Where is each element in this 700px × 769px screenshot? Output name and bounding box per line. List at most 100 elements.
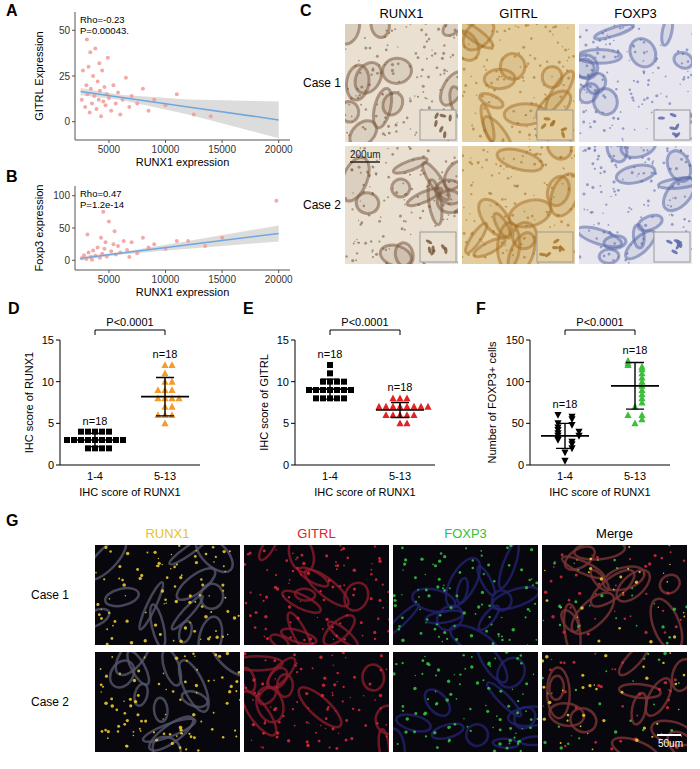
signal [107, 737, 109, 739]
ihc-image [462, 24, 575, 142]
cell [345, 114, 346, 116]
signal [544, 570, 546, 572]
signal [342, 700, 344, 702]
cell [457, 262, 458, 263]
cell [463, 91, 465, 93]
cell [453, 157, 455, 159]
gland [544, 174, 573, 209]
cell [594, 149, 597, 152]
dot [375, 403, 382, 410]
signal [654, 554, 657, 557]
cell [445, 25, 447, 27]
signal [378, 599, 381, 602]
signal [374, 638, 376, 640]
signal [159, 633, 162, 636]
cell [527, 62, 530, 65]
cell [616, 231, 618, 233]
signal [218, 655, 221, 658]
cell [605, 30, 607, 32]
signal [485, 705, 487, 707]
cell [658, 187, 660, 189]
point [274, 199, 278, 203]
signal [454, 723, 457, 726]
cell [567, 174, 569, 176]
signal [675, 625, 678, 628]
signal [194, 601, 196, 603]
dot [78, 429, 84, 435]
cell [479, 238, 482, 241]
signal [417, 589, 419, 591]
signal [525, 710, 527, 712]
cell [387, 196, 389, 198]
cell [434, 225, 436, 227]
signal [516, 657, 519, 660]
cell [351, 259, 354, 262]
signal [488, 616, 490, 618]
tissue [177, 620, 194, 644]
cell [667, 204, 669, 206]
gland [439, 24, 458, 39]
y-tick [291, 340, 295, 341]
signal [258, 693, 260, 695]
y-axis-title: GITRL Expression [33, 31, 45, 120]
cell [375, 115, 378, 118]
cell [411, 211, 413, 213]
signal [435, 674, 437, 676]
cell [582, 121, 585, 124]
cell [613, 190, 616, 193]
if-image [393, 652, 538, 752]
y-tick-label: 10 [42, 376, 54, 388]
signal [244, 652, 246, 655]
cell [383, 121, 385, 123]
point [118, 112, 122, 116]
signal [353, 676, 356, 679]
cell [475, 112, 477, 114]
inset [420, 232, 456, 262]
cell [395, 124, 398, 127]
cell [352, 192, 354, 194]
cell [613, 242, 616, 245]
cell [397, 46, 398, 47]
cell [450, 198, 452, 200]
cell [495, 97, 497, 99]
signal [509, 545, 512, 547]
cell [443, 69, 446, 72]
cell [559, 156, 562, 159]
cell [687, 76, 689, 78]
cell [579, 36, 581, 39]
cell [623, 147, 625, 149]
inset-nucleus [543, 117, 550, 121]
cell [626, 252, 629, 255]
signal [360, 621, 363, 624]
signal [308, 722, 310, 724]
cell [633, 80, 635, 82]
cell [631, 244, 633, 246]
tissue [147, 603, 168, 645]
tissue [644, 594, 687, 645]
dot [341, 395, 347, 401]
signal [535, 639, 537, 641]
tissue [199, 583, 224, 610]
cell [491, 140, 493, 142]
signal [613, 589, 615, 591]
signal [530, 718, 533, 721]
annotation-patch [79, 14, 126, 25]
cell [638, 106, 640, 108]
signal [118, 578, 120, 580]
dot [403, 403, 410, 410]
signal [459, 571, 462, 574]
signal [522, 693, 524, 695]
gland [393, 241, 415, 264]
cell [686, 48, 689, 51]
tissue [153, 697, 168, 722]
point [96, 245, 100, 249]
signal [364, 724, 367, 727]
signal [145, 612, 147, 614]
cell [490, 205, 492, 207]
cell [651, 101, 653, 103]
cell [507, 177, 510, 180]
x-tick-label: 1-4 [322, 470, 338, 482]
signal [501, 639, 504, 642]
signal [200, 639, 201, 640]
cell [420, 170, 422, 172]
